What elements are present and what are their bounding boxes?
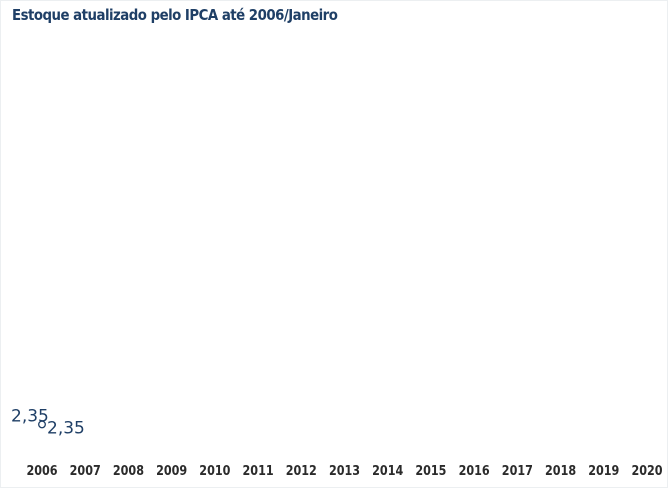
- data-label-1: 2,35: [11, 406, 49, 426]
- x-tick-label-2008: 2008: [113, 463, 144, 478]
- x-tick-label-2010: 2010: [199, 463, 230, 478]
- x-tick-label-2006: 2006: [26, 463, 57, 478]
- x-tick-label-2012: 2012: [286, 463, 317, 478]
- x-tick-label-2014: 2014: [372, 463, 403, 478]
- x-tick-label-2007: 2007: [70, 463, 101, 478]
- x-tick-label-2017: 2017: [502, 463, 533, 478]
- data-label-2: 2,35: [47, 418, 85, 438]
- chart-title: Estoque atualizado pelo IPCA até 2006/Ja…: [12, 6, 338, 24]
- data-labels: 2,352,35: [11, 406, 85, 438]
- x-tick-label-2013: 2013: [329, 463, 360, 478]
- x-tick-label-2020: 2020: [631, 463, 662, 478]
- x-tick-label-2011: 2011: [243, 463, 274, 478]
- data-point-2006[interactable]: [38, 420, 46, 429]
- x-tick-label-2019: 2019: [588, 463, 619, 478]
- x-tick-label-2015: 2015: [415, 463, 446, 478]
- x-axis: 2006 2007 2008 2009 2010 2011 2012 2013 2014 2015…: [26, 463, 662, 478]
- x-tick-label-2018: 2018: [545, 463, 576, 478]
- x-tick-label-2016: 2016: [459, 463, 490, 478]
- x-tick-label-2009: 2009: [156, 463, 187, 478]
- series-layer: [38, 420, 46, 429]
